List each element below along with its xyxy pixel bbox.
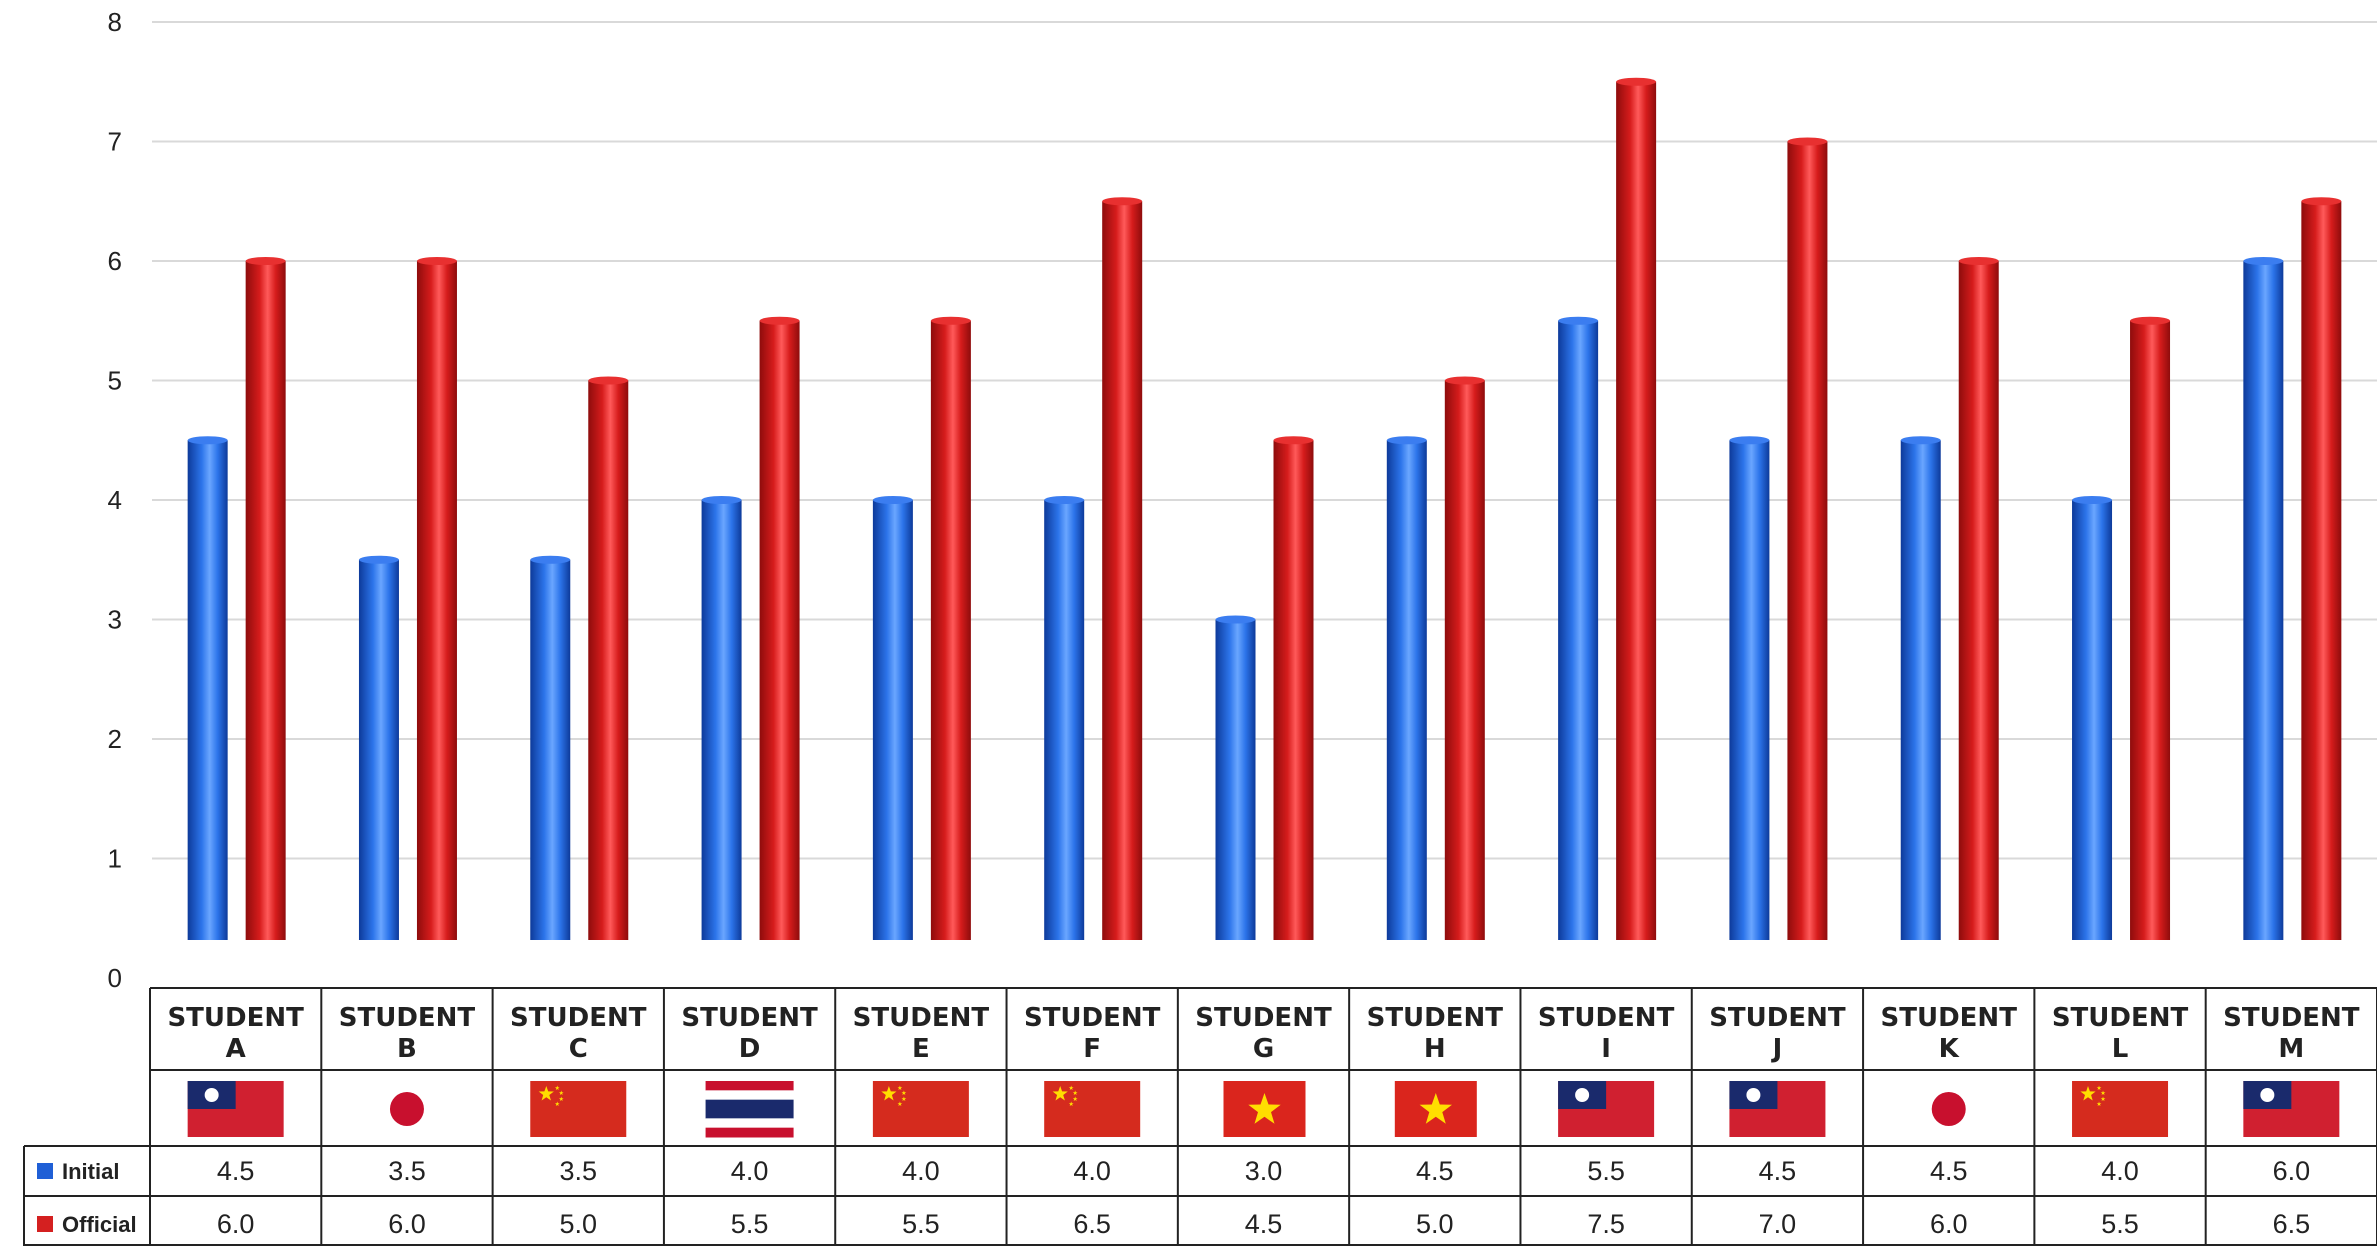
- flag-taiwan-icon: [2243, 1081, 2340, 1137]
- category-label: STUDENT B: [339, 1003, 476, 1064]
- data-label-official: 5.5: [902, 1209, 940, 1239]
- category-label: STUDENT H: [1367, 1003, 1504, 1064]
- legend-label-initial: Initial: [62, 1159, 119, 1184]
- legend-label-official: Official: [62, 1212, 137, 1237]
- data-label-official: 5.0: [559, 1209, 597, 1239]
- data-label-official: 6.0: [217, 1209, 255, 1239]
- category-label: STUDENT E: [853, 1003, 990, 1064]
- bar-official: [1444, 376, 1485, 940]
- data-label-initial: 5.5: [1587, 1156, 1625, 1186]
- bar-initial: [872, 496, 913, 940]
- flag-taiwan-icon: [1558, 1081, 1655, 1137]
- flag-taiwan-icon: [1729, 1081, 1826, 1137]
- category-label: STUDENT C: [510, 1003, 647, 1064]
- flag-japan-icon: [389, 1092, 424, 1126]
- bar-initial: [530, 555, 571, 940]
- y-tick-label: 2: [108, 724, 122, 754]
- data-label-initial: 4.5: [217, 1156, 255, 1186]
- bar-initial: [1044, 496, 1085, 940]
- legend-swatch-official: [37, 1216, 53, 1232]
- bar-initial: [1729, 436, 1770, 940]
- bar-initial: [701, 496, 742, 940]
- bar-official: [930, 316, 971, 940]
- category-label: STUDENT L: [2052, 1003, 2189, 1064]
- flag-vietnam-icon: [1394, 1081, 1477, 1137]
- category-label: STUDENT D: [681, 1003, 818, 1064]
- data-label-official: 5.5: [731, 1209, 769, 1239]
- bar-official: [1787, 137, 1828, 940]
- bar-initial: [2243, 257, 2284, 940]
- data-label-initial: 3.5: [559, 1156, 597, 1186]
- flag-china-icon: [2072, 1081, 2169, 1137]
- data-label-initial: 4.5: [1930, 1156, 1968, 1186]
- data-label-official: 6.5: [1073, 1209, 1111, 1239]
- category-label: STUDENT I: [1538, 1003, 1675, 1064]
- bar-official: [1273, 436, 1314, 940]
- y-tick-label: 4: [108, 485, 122, 515]
- category-label: STUDENT J: [1709, 1003, 1846, 1064]
- flag-thailand-icon: [705, 1081, 794, 1138]
- bar-official: [2301, 197, 2342, 940]
- bar-official: [1102, 197, 1143, 940]
- data-label-official: 7.5: [1587, 1209, 1625, 1239]
- y-tick-label: 5: [108, 366, 122, 396]
- bar-initial: [187, 436, 228, 940]
- y-tick-label: 0: [108, 963, 122, 993]
- bar-initial: [2072, 496, 2113, 940]
- y-tick-label: 3: [108, 605, 122, 635]
- y-tick-label: 7: [108, 127, 122, 157]
- bar-initial: [1558, 316, 1599, 940]
- data-label-initial: 3.5: [388, 1156, 426, 1186]
- flag-china-icon: [872, 1081, 969, 1137]
- y-tick-label: 1: [108, 844, 122, 874]
- legend-swatch-initial: [37, 1163, 53, 1179]
- y-tick-label: 6: [108, 246, 122, 276]
- data-label-official: 7.0: [1759, 1209, 1797, 1239]
- flag-china-icon: [1044, 1081, 1141, 1137]
- bar-official: [245, 257, 286, 940]
- category-label: STUDENT M: [2223, 1003, 2360, 1064]
- bar-official: [416, 257, 457, 940]
- data-label-official: 6.0: [1930, 1209, 1968, 1239]
- bar-initial: [1900, 436, 1941, 940]
- data-label-official: 6.5: [2273, 1209, 2311, 1239]
- bar-initial: [1215, 615, 1256, 940]
- y-tick-label: 8: [108, 7, 122, 37]
- data-label-initial: 4.0: [2101, 1156, 2139, 1186]
- flag-china-icon: [530, 1081, 627, 1137]
- bar-official: [2130, 316, 2171, 940]
- data-label-initial: 4.0: [902, 1156, 940, 1186]
- data-label-official: 5.5: [2101, 1209, 2139, 1239]
- data-label-official: 6.0: [388, 1209, 426, 1239]
- data-label-initial: 4.5: [1759, 1156, 1797, 1186]
- category-label: STUDENT K: [1881, 1003, 2018, 1064]
- data-label-official: 4.5: [1245, 1209, 1283, 1239]
- bar-initial: [1386, 436, 1427, 940]
- bar-official: [588, 376, 629, 940]
- category-label: STUDENT F: [1024, 1003, 1161, 1064]
- data-label-initial: 4.0: [731, 1156, 769, 1186]
- flag-vietnam-icon: [1223, 1081, 1306, 1137]
- flag-taiwan-icon: [187, 1081, 284, 1137]
- data-label-initial: 4.0: [1073, 1156, 1111, 1186]
- data-label-initial: 3.0: [1245, 1156, 1283, 1186]
- bar-official: [1958, 257, 1999, 940]
- bar-official: [759, 316, 800, 940]
- category-label: STUDENT A: [167, 1003, 304, 1064]
- category-label: STUDENT G: [1195, 1003, 1332, 1064]
- bar-official: [1616, 77, 1657, 940]
- flag-japan-icon: [1931, 1092, 1966, 1126]
- bar-initial: [358, 555, 399, 940]
- data-label-official: 5.0: [1416, 1209, 1454, 1239]
- data-label-initial: 6.0: [2273, 1156, 2311, 1186]
- data-label-initial: 4.5: [1416, 1156, 1454, 1186]
